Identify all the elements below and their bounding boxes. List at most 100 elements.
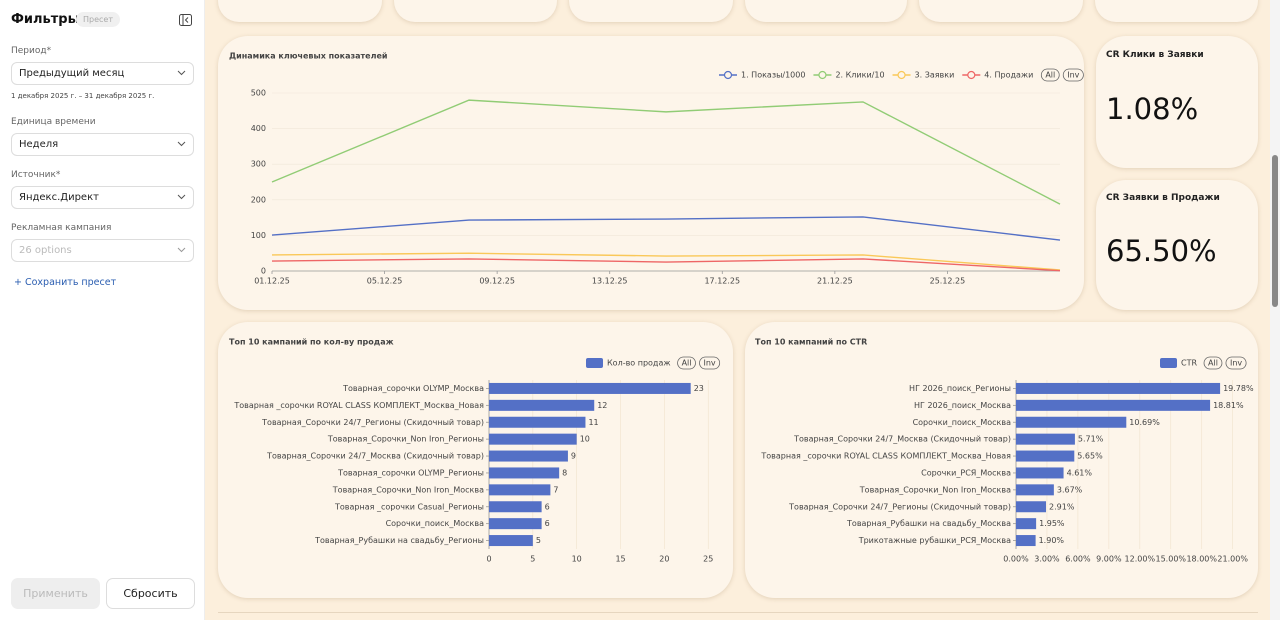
source-select[interactable]: Яндекс.Директ <box>11 186 194 209</box>
series-line <box>271 258 1061 272</box>
top-card <box>919 0 1083 22</box>
sidebar: Фильтры Пресет Период* Предыдущий месяц … <box>0 0 205 620</box>
bar <box>1016 535 1036 547</box>
bar <box>489 416 586 428</box>
y-tick-label: 100 <box>251 231 266 240</box>
bar <box>1016 382 1221 394</box>
select-value: Неделя <box>19 139 59 150</box>
time-unit-select[interactable]: Неделя <box>11 133 194 156</box>
campaign-select[interactable]: 26 options <box>11 239 194 262</box>
value-label: 10.69% <box>1129 418 1160 427</box>
period-select[interactable]: Предыдущий месяц <box>11 62 194 85</box>
chart-title: Топ 10 кампаний по кол-ву продаж <box>229 338 394 347</box>
value-label: 12 <box>597 401 607 410</box>
top-card <box>569 0 733 22</box>
period-hint: 1 декабря 2025 г. – 31 декабря 2025 г. <box>11 92 155 100</box>
y-tick-label: 0 <box>261 267 266 276</box>
legend-label: CTR <box>1181 359 1197 368</box>
value-label: 11 <box>588 418 598 427</box>
legend-control[interactable] <box>1225 356 1247 370</box>
legend-swatch <box>818 70 827 80</box>
reset-button[interactable]: Сбросить <box>106 578 195 609</box>
value-label: 9 <box>571 452 576 461</box>
save-preset-link[interactable]: + Сохранить пресет <box>14 277 117 288</box>
legend-control[interactable] <box>1203 356 1223 370</box>
bar <box>489 467 560 479</box>
kpi-value: 65.50% <box>1106 234 1217 268</box>
kpi-title: CR Клики в Заявки <box>1106 50 1204 60</box>
value-label: 8 <box>562 468 567 477</box>
bar <box>1016 416 1127 428</box>
x-tick-label: 0.00% <box>1003 555 1029 564</box>
bar <box>489 382 691 394</box>
x-tick-label: 01.12.25 <box>254 277 290 286</box>
bar <box>489 484 551 496</box>
series-line <box>271 216 1061 241</box>
kpi-value: 1.08% <box>1106 92 1199 126</box>
y-tick-label: Сорочки_РСЯ_Москва <box>921 468 1011 477</box>
y-tick-label: 400 <box>251 124 266 133</box>
collapse-icon[interactable] <box>179 14 192 26</box>
scrollbar[interactable] <box>1270 0 1280 620</box>
value-label: 1.95% <box>1039 519 1065 528</box>
legend-control[interactable] <box>1062 68 1084 82</box>
legend-control[interactable] <box>677 356 696 370</box>
legend-label: 4. Продажи <box>984 71 1033 80</box>
y-tick-label: 300 <box>251 160 266 169</box>
y-tick-label: Трикотажные рубашки_РСЯ_Москва <box>858 536 1011 545</box>
y-tick-label: Товарная_Сорочки 24/7_Регионы (Скидочный… <box>788 502 1011 511</box>
legend-control-label: Inv <box>704 359 716 368</box>
legend-control[interactable] <box>699 356 721 370</box>
x-tick-label: 09.12.25 <box>479 277 515 286</box>
value-label: 1.90% <box>1039 536 1065 545</box>
x-tick-label: 20 <box>659 555 669 564</box>
legend-swatch <box>967 70 976 80</box>
field-label: Источник* <box>11 170 61 180</box>
bar <box>489 450 568 462</box>
bar <box>1016 433 1075 445</box>
value-label: 2.91% <box>1049 502 1075 511</box>
x-tick-label: 21.00% <box>1217 555 1248 564</box>
field-label: Единица времени <box>11 117 96 127</box>
y-tick-label: Товарная _сорочки Casual_Регионы <box>334 502 484 511</box>
y-tick-label: Товарная_Рубашки на свадьбу_Регионы <box>314 536 484 545</box>
chart-title: Топ 10 кампаний по CTR <box>755 338 867 347</box>
bar <box>489 535 533 547</box>
bar-chart-card <box>218 322 733 598</box>
bar <box>1016 399 1211 411</box>
bar <box>1016 450 1075 462</box>
y-tick-label: НГ 2026_поиск_Москва <box>914 401 1011 410</box>
legend-label: 2. Клики/10 <box>835 71 884 80</box>
x-tick-label: 0 <box>486 555 491 564</box>
legend-control[interactable] <box>1040 68 1060 82</box>
bar <box>489 399 595 411</box>
legend-control-label: Inv <box>1230 359 1242 368</box>
legend-swatch <box>1160 358 1177 368</box>
x-tick-label: 6.00% <box>1065 555 1091 564</box>
bar <box>1016 501 1047 513</box>
kpi-card: CR Клики в Заявки 1.08% <box>1096 36 1258 168</box>
field-label: Период* <box>11 46 52 56</box>
x-tick-label: 17.12.25 <box>704 277 740 286</box>
x-tick-label: 15.00% <box>1156 555 1187 564</box>
kpi-card: CR Заявки в Продажи 65.50% <box>1096 180 1258 310</box>
legend-control-label: Inv <box>1067 71 1079 80</box>
value-label: 7 <box>553 485 558 494</box>
chart-title: Динамика ключевых показателей <box>229 52 388 61</box>
apply-button[interactable]: Применить <box>11 578 100 609</box>
x-tick-label: 3.00% <box>1034 555 1060 564</box>
line-chart-card <box>218 36 1084 310</box>
y-tick-label: Товарная_сорочки OLYMP_Регионы <box>337 468 484 477</box>
x-tick-label: 13.12.25 <box>592 277 628 286</box>
legend-swatch <box>723 70 733 80</box>
value-label: 5 <box>536 536 541 545</box>
value-label: 6 <box>545 519 550 528</box>
divider <box>218 612 1258 613</box>
y-tick-label: Сорочки_поиск_Москва <box>386 519 485 528</box>
x-tick-label: 18.00% <box>1186 555 1217 564</box>
preset-badge: Пресет <box>76 12 120 27</box>
y-tick-label: Товарная _сорочки ROYAL CLASS КОМПЛЕКТ_М… <box>233 401 484 410</box>
value-label: 5.71% <box>1078 435 1104 444</box>
x-tick-label: 10 <box>572 555 582 564</box>
